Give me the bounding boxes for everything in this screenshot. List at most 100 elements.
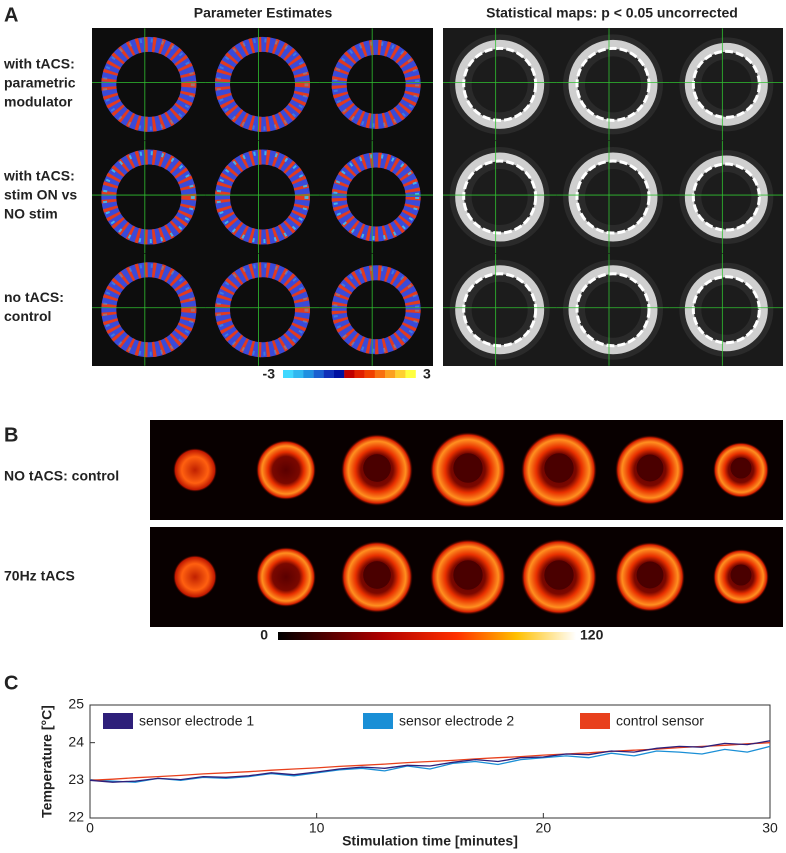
colorbar-label: 120	[580, 627, 604, 643]
ring	[471, 169, 528, 226]
core	[636, 454, 664, 482]
row-label: control	[4, 308, 51, 324]
colorbar-step	[354, 370, 365, 378]
row-label: no tACS:	[4, 289, 64, 305]
ring	[215, 262, 310, 358]
ring	[256, 547, 316, 607]
ring	[691, 49, 761, 119]
legend-label: sensor electrode 2	[399, 713, 514, 729]
colorbar-step	[364, 370, 375, 378]
x-tick-label: 0	[86, 820, 94, 836]
ring	[101, 36, 197, 132]
legend-swatch	[580, 713, 610, 729]
colorbar-step	[374, 370, 386, 378]
y-axis-label: Temperature [°C]	[39, 705, 55, 818]
colorbar-step	[405, 370, 416, 378]
row-label: modulator	[4, 94, 73, 110]
ring	[575, 159, 651, 235]
ring	[684, 42, 768, 126]
ring	[215, 149, 310, 245]
ring	[215, 36, 310, 132]
ring	[102, 151, 195, 244]
core	[636, 561, 664, 589]
colorbar	[278, 632, 576, 640]
column-title: Parameter Estimates	[194, 5, 333, 21]
series-line	[89, 740, 771, 783]
x-axis-label: Stimulation time [minutes]	[342, 833, 518, 849]
ring	[684, 268, 768, 352]
ring	[455, 265, 545, 355]
colorbar-label: -3	[263, 366, 276, 382]
legend-swatch	[363, 713, 393, 729]
ring	[462, 272, 538, 348]
ring	[216, 38, 309, 131]
ring	[701, 284, 752, 335]
x-tick-label: 10	[309, 820, 325, 836]
ring	[102, 263, 195, 356]
row-label: NO tACS: control	[4, 468, 119, 484]
ring	[173, 555, 217, 599]
y-tick-label: 23	[68, 771, 84, 787]
core	[730, 457, 752, 479]
core	[544, 560, 574, 590]
core	[544, 453, 574, 483]
colorbar-step	[395, 370, 406, 378]
ring	[331, 152, 421, 242]
series-line	[89, 745, 771, 783]
legend-label: sensor electrode 1	[139, 713, 254, 729]
y-tick-label: 22	[68, 809, 84, 825]
y-tick-label: 24	[68, 733, 84, 749]
ring	[256, 440, 316, 500]
ring	[101, 149, 197, 245]
ring	[462, 159, 538, 235]
core	[363, 561, 391, 589]
row-label: NO stim	[4, 206, 58, 222]
ring	[331, 39, 421, 129]
colorbar-step	[303, 370, 314, 378]
ring	[333, 41, 420, 128]
ring	[101, 262, 197, 358]
row-label: 70Hz tACS	[4, 568, 75, 584]
ring	[585, 169, 641, 226]
ring	[691, 162, 761, 232]
panel-label: B	[4, 424, 18, 446]
ring	[331, 265, 421, 355]
ring	[568, 39, 658, 129]
colorbar-step	[385, 370, 396, 378]
ring	[701, 59, 752, 110]
row-label: stim ON vs	[4, 187, 77, 203]
colorbar-step	[313, 370, 324, 378]
core	[453, 560, 483, 590]
ring	[585, 281, 641, 338]
colorbar-step	[334, 370, 345, 378]
ring	[333, 266, 420, 353]
panel-label: C	[4, 672, 18, 694]
ring	[216, 151, 309, 244]
column-title: Statistical maps: p < 0.05 uncorrected	[486, 5, 738, 21]
y-tick-label: 25	[68, 696, 84, 712]
ring	[568, 152, 658, 242]
ring	[216, 263, 309, 356]
colorbar-step	[323, 370, 335, 378]
colorbar-label: 3	[423, 366, 431, 382]
ring	[102, 38, 195, 131]
row-label: parametric	[4, 75, 76, 91]
ring	[585, 56, 641, 113]
legend-swatch	[103, 713, 133, 729]
colorbar-step	[344, 370, 355, 378]
ring	[575, 46, 651, 122]
series-line	[89, 742, 771, 781]
colorbar-step	[293, 370, 304, 378]
ring	[471, 281, 528, 338]
x-tick-label: 20	[536, 820, 552, 836]
ring	[691, 275, 761, 345]
ring	[568, 265, 658, 355]
row-label: with tACS:	[3, 168, 75, 184]
images	[92, 28, 783, 640]
core	[453, 453, 483, 483]
ring	[462, 46, 538, 122]
legend-label: control sensor	[616, 713, 704, 729]
row-label: with tACS:	[3, 56, 75, 72]
colorbar-label: 0	[260, 627, 268, 643]
